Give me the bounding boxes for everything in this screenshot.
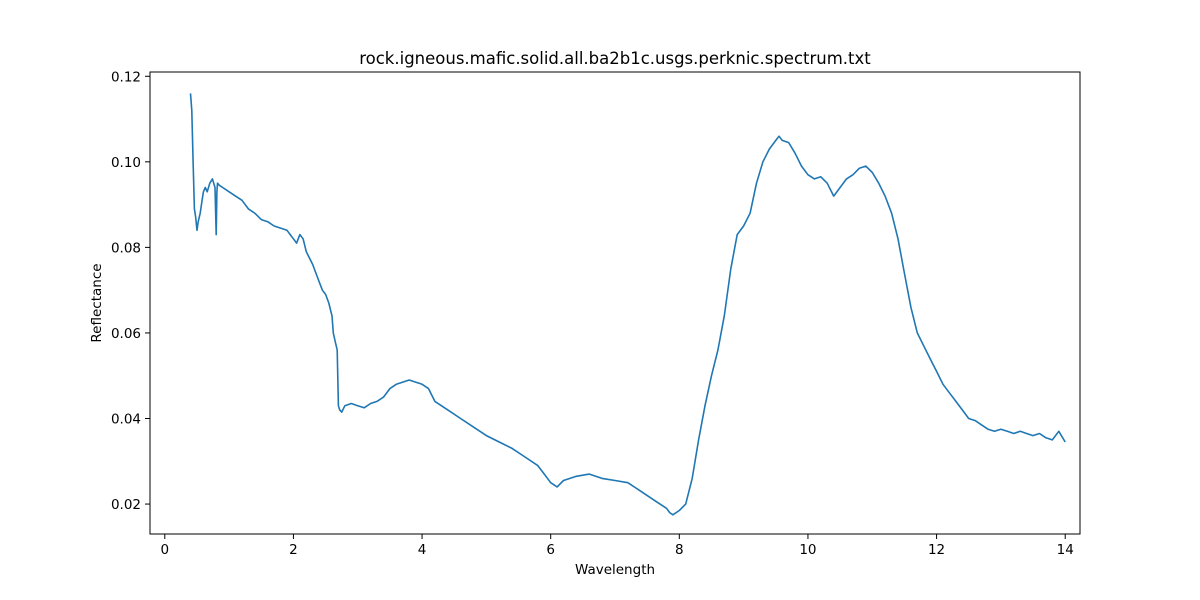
series-line-reflectance — [189, 93, 1066, 516]
x-tick-label: 0 — [160, 542, 169, 558]
y-tick-label: 0.06 — [111, 326, 141, 342]
x-tick-label: 12 — [928, 542, 945, 558]
x-tick-label: 2 — [289, 542, 298, 558]
y-tick-label: 0.02 — [111, 497, 141, 513]
plot-area — [149, 71, 1081, 535]
y-axis-ticks: 0.02 0.04 0.06 0.08 0.10 0.12 — [111, 69, 150, 513]
x-tick-label: 10 — [799, 542, 816, 558]
y-axis-label: Reflectance — [89, 263, 105, 342]
y-tick-label: 0.08 — [111, 240, 141, 256]
x-axis-ticks: 0 2 4 6 8 10 12 14 — [160, 534, 1074, 558]
x-axis-label: Wavelength — [575, 562, 655, 578]
x-tick-label: 6 — [546, 542, 555, 558]
y-tick-label: 0.10 — [111, 155, 141, 171]
x-tick-label: 8 — [675, 542, 684, 558]
y-tick-label: 0.12 — [111, 69, 141, 85]
x-tick-label: 4 — [418, 542, 427, 558]
x-tick-label: 14 — [1057, 542, 1074, 558]
chart-title: rock.igneous.mafic.solid.all.ba2b1c.usgs… — [359, 49, 871, 68]
y-tick-label: 0.04 — [111, 412, 141, 428]
axes-frame — [149, 71, 1081, 535]
